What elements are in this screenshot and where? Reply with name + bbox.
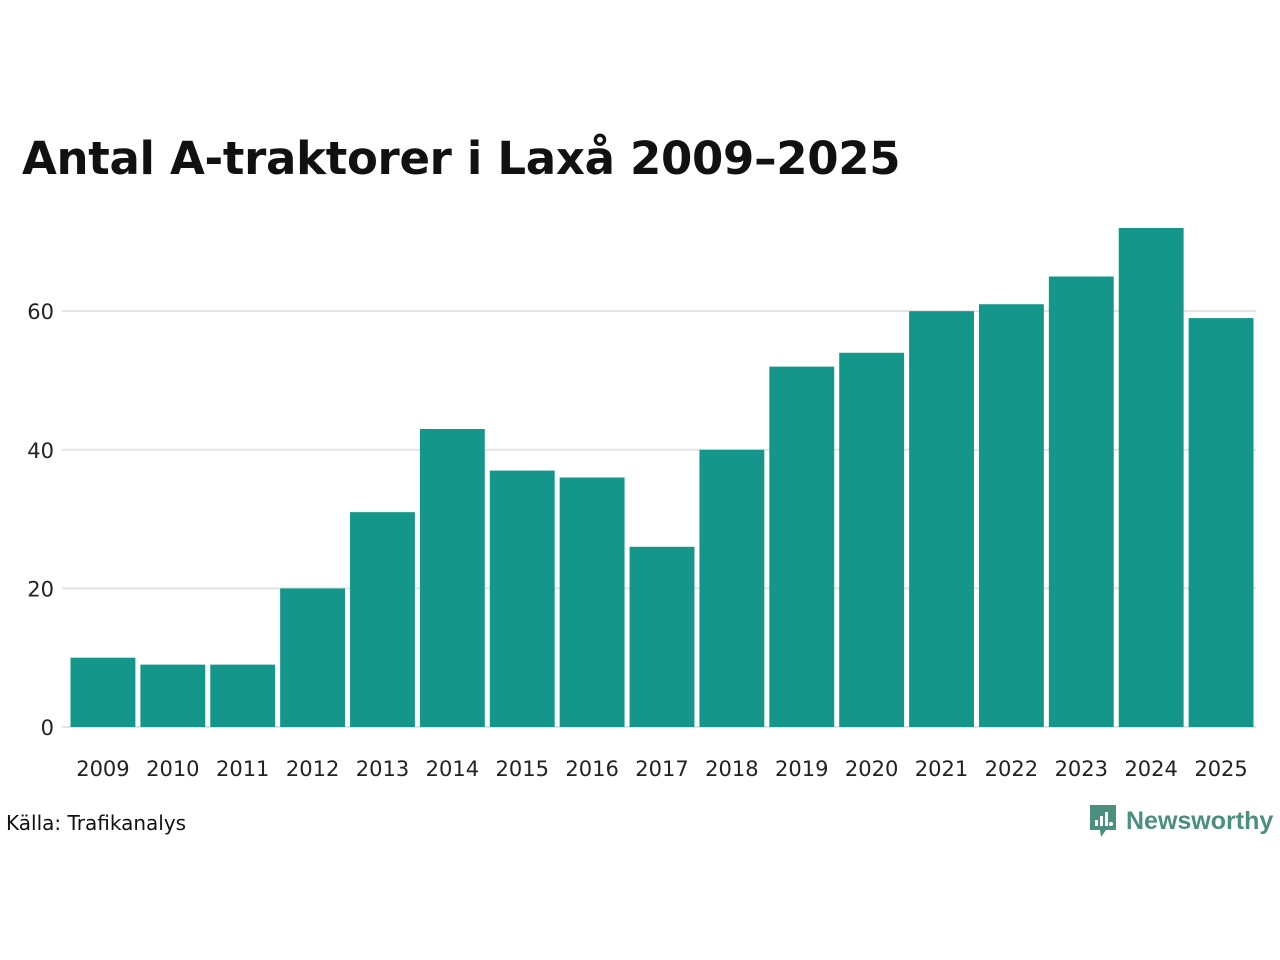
x-tick-label: 2023 [1055,757,1108,781]
x-tick-label: 2014 [426,757,479,781]
bar-2016 [559,477,625,727]
x-tick-label: 2013 [356,757,409,781]
x-tick-label: 2016 [565,757,618,781]
x-tick-label: 2011 [216,757,269,781]
bar-2013 [350,512,415,727]
x-tick-label: 2020 [845,757,898,781]
bar-2021 [909,311,974,727]
bar-2010 [140,664,206,727]
bar-2015 [489,470,555,727]
x-tick-label: 2018 [705,757,758,781]
newsworthy-logo[interactable]: Newsworthy [1088,803,1273,839]
x-tick-label: 2025 [1194,757,1247,781]
bar-2014 [419,428,485,727]
bar-2011 [210,664,276,727]
bar-2025 [1188,318,1254,727]
newsworthy-logo-icon [1090,805,1116,837]
x-tick-label: 2010 [146,757,199,781]
x-tick-label: 2019 [775,757,828,781]
y-tick-label: 40 [27,439,54,463]
bar-2017 [629,546,695,727]
bar-2012 [280,588,346,727]
chart-title: Antal A-traktorer i Laxå 2009–2025 [22,132,901,185]
bar-2019 [769,366,835,727]
y-axis-ticks: 0 20 40 60 [27,300,54,740]
bar-2024 [1118,228,1184,727]
x-tick-label: 2021 [915,757,968,781]
bar-2020 [839,352,905,727]
bar-2018 [699,449,765,727]
source-note: Källa: Trafikanalys [6,811,187,835]
x-axis-labels: 2009 2010 2011 2012 2013 2014 2015 2016 2017 2018… [76,757,1248,781]
bars [70,228,1254,727]
x-tick-label: 2022 [985,757,1038,781]
logo-text: Newsworthy [1126,806,1274,835]
y-tick-label: 20 [27,577,54,601]
bar-2022 [978,304,1044,727]
x-tick-label: 2024 [1124,757,1177,781]
y-tick-label: 0 [41,716,54,740]
x-tick-label: 2017 [635,757,688,781]
x-tick-label: 2015 [496,757,549,781]
x-tick-label: 2009 [76,757,129,781]
bar-2009 [70,657,136,727]
y-tick-label: 60 [27,300,54,324]
bar-2023 [1048,276,1114,727]
x-tick-label: 2012 [286,757,339,781]
